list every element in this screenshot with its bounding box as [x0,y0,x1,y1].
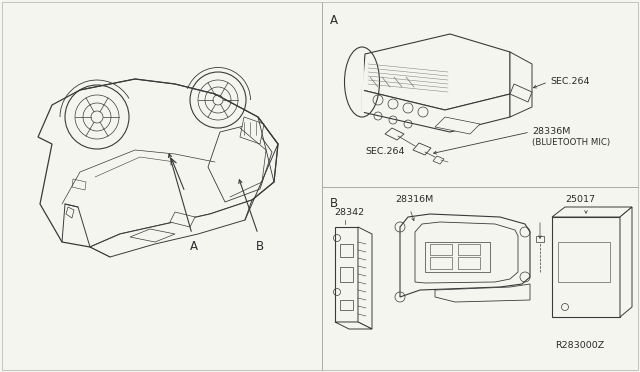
Polygon shape [340,300,353,310]
Text: SEC.264: SEC.264 [550,77,589,87]
Polygon shape [435,117,480,134]
Polygon shape [38,79,278,247]
Polygon shape [415,222,518,283]
Text: B: B [256,240,264,253]
Polygon shape [362,34,510,110]
Polygon shape [385,128,404,140]
Text: 28336M: 28336M [532,128,570,137]
Polygon shape [66,207,74,218]
Polygon shape [340,244,353,257]
Polygon shape [90,200,252,257]
Text: B: B [330,197,338,210]
Text: R283000Z: R283000Z [556,341,605,350]
Polygon shape [430,244,452,255]
Polygon shape [362,90,510,132]
Polygon shape [208,124,272,202]
Polygon shape [130,229,175,242]
Polygon shape [340,267,353,282]
Polygon shape [458,244,480,255]
Polygon shape [430,257,452,269]
Polygon shape [72,179,86,190]
Text: 25017: 25017 [565,195,595,204]
Text: SEC.264: SEC.264 [365,147,404,156]
Polygon shape [620,207,632,317]
Polygon shape [510,84,532,102]
Polygon shape [433,156,444,164]
Text: A: A [330,14,338,27]
Polygon shape [413,143,431,155]
Polygon shape [170,212,195,227]
Polygon shape [400,214,530,297]
Polygon shape [335,322,372,329]
Polygon shape [558,242,610,282]
Polygon shape [435,284,530,302]
Text: 28342: 28342 [334,208,364,217]
Text: (BLUETOOTH MIC): (BLUETOOTH MIC) [532,138,610,148]
Polygon shape [536,236,544,242]
Polygon shape [510,52,532,117]
Polygon shape [335,227,358,322]
Text: A: A [190,240,198,253]
Polygon shape [458,257,480,269]
Polygon shape [358,227,372,329]
Polygon shape [552,207,632,217]
Polygon shape [425,242,490,272]
Polygon shape [240,117,264,144]
Text: 28316M: 28316M [395,195,433,204]
Polygon shape [552,217,620,317]
